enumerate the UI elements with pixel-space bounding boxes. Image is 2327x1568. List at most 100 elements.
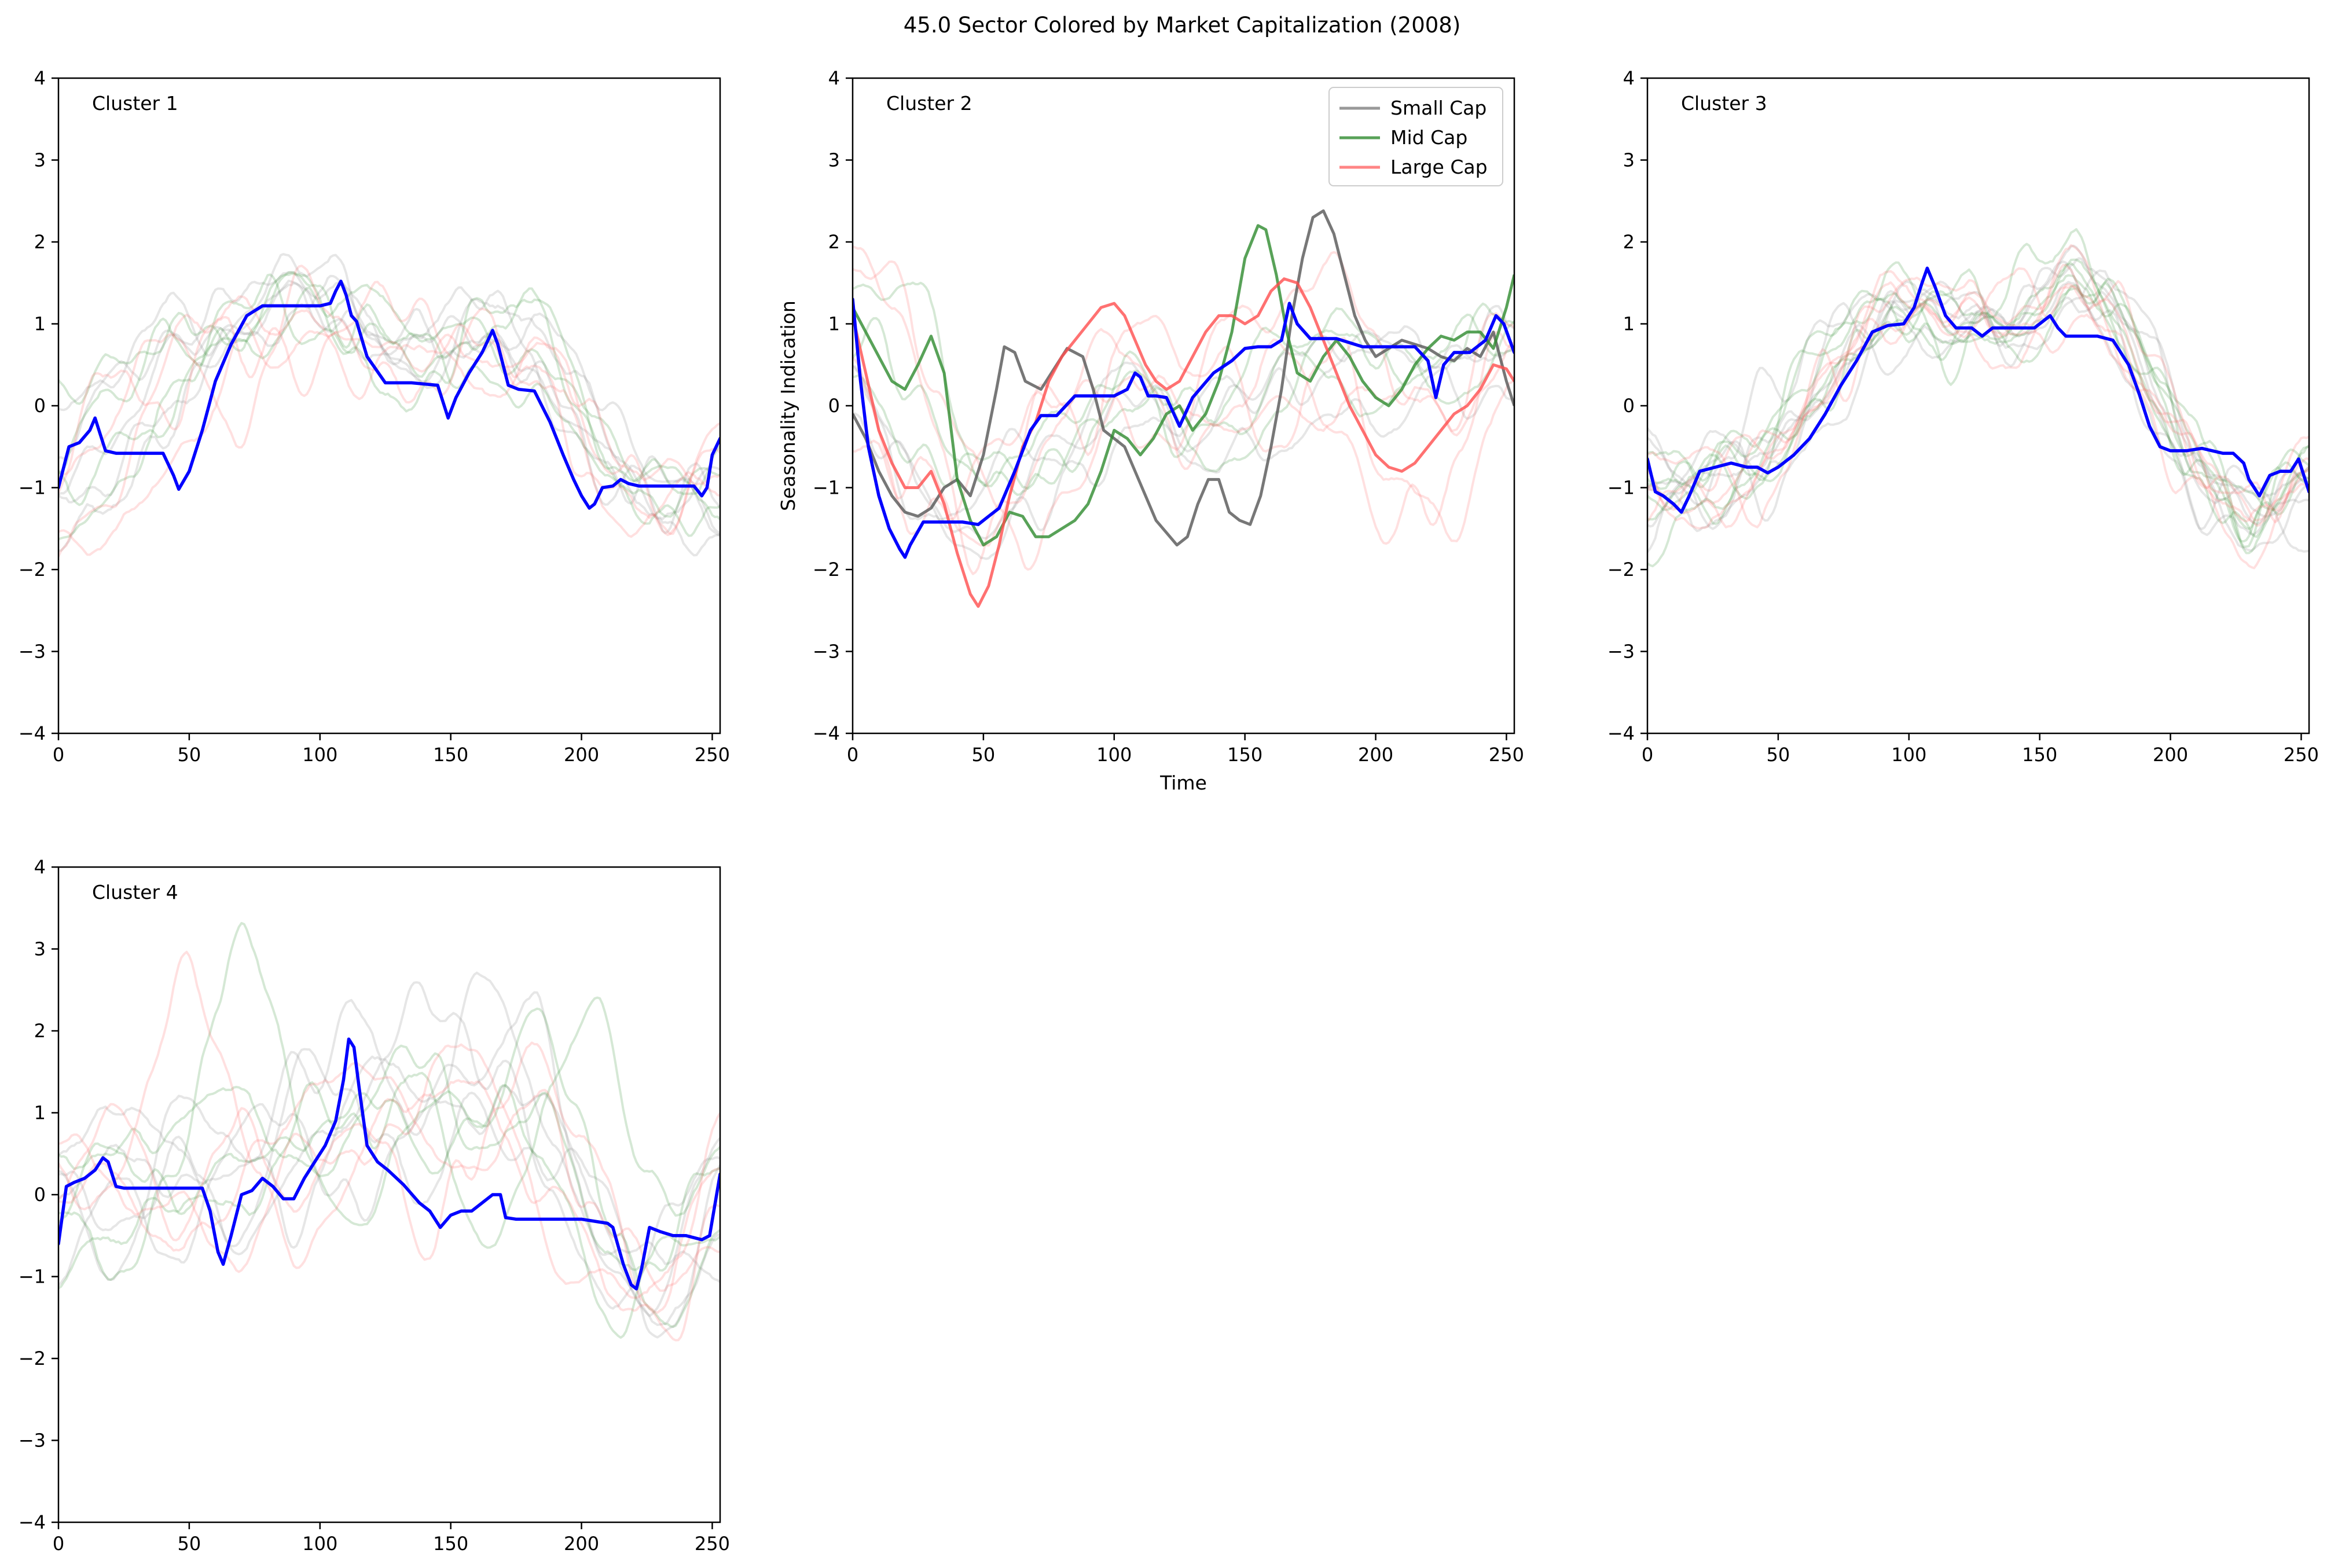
y-tick-label: 1 (34, 1102, 46, 1124)
background-series-line (853, 329, 1514, 521)
y-tick-label: 0 (34, 395, 46, 417)
x-tick-label: 150 (433, 1533, 468, 1555)
background-series-line (1647, 228, 2309, 568)
background-series-line (853, 245, 1514, 575)
x-tick-label: 200 (564, 744, 599, 766)
y-tick-label: −3 (19, 1430, 46, 1452)
background-series-line (58, 1055, 720, 1317)
background-series-line (1647, 276, 2309, 527)
y-tick-label: 0 (1623, 395, 1635, 417)
y-tick-label: 0 (828, 395, 840, 417)
background-series-line (58, 265, 720, 519)
y-tick-label: −4 (1607, 722, 1635, 744)
y-tick-label: −3 (813, 641, 840, 663)
x-tick-label: 200 (2153, 744, 2188, 766)
x-tick-label: 0 (847, 744, 858, 766)
background-series-line (58, 1043, 720, 1299)
background-series-line (58, 273, 720, 518)
background-series-line (1647, 257, 2309, 530)
y-tick-label: −1 (813, 477, 840, 499)
background-series-line (1647, 267, 2309, 523)
y-tick-label: −1 (19, 1266, 46, 1288)
y-tick-label: 4 (34, 856, 46, 878)
y-tick-label: −1 (1607, 477, 1635, 499)
y-tick-label: −4 (813, 722, 840, 744)
background-series-line (58, 996, 720, 1290)
y-tick-label: −3 (1607, 641, 1635, 663)
y-tick-label: 3 (34, 938, 46, 960)
cluster-center-line (853, 298, 1514, 559)
y-tick-label: −4 (19, 722, 46, 744)
y-tick-label: 1 (828, 313, 840, 335)
x-tick-label: 250 (695, 744, 730, 766)
x-tick-label: 50 (178, 1533, 201, 1555)
legend: Small Cap Mid Cap Large Cap (1328, 87, 1503, 186)
y-tick-label: 2 (34, 231, 46, 253)
background-series-line (853, 349, 1514, 560)
y-tick-label: −1 (19, 477, 46, 499)
highlight-series-line (853, 277, 1514, 608)
background-series-line (853, 260, 1514, 571)
background-series-line (58, 271, 720, 520)
background-series-line (58, 274, 720, 537)
x-tick-label: 200 (564, 1533, 599, 1555)
cluster-label: Cluster 2 (886, 92, 972, 115)
background-series-line (58, 284, 720, 520)
cluster-panel-3: 0 50 100 150 200 250 −4 −3 −2 −1 0 1 2 3 4 Cluster 3 (1607, 67, 2319, 766)
legend-entry-label: Mid Cap (1390, 126, 1467, 149)
cluster-panel-4: 0 50 100 150 200 250 −4 −3 −2 −1 0 1 2 3 4 Cluster 4 (19, 856, 730, 1555)
y-tick-label: 2 (1623, 231, 1635, 253)
x-tick-label: 100 (302, 1533, 337, 1555)
series-group (58, 253, 720, 557)
x-tick-label: 0 (53, 1533, 64, 1555)
x-tick-label: 50 (972, 744, 996, 766)
y-tick-label: 1 (1623, 313, 1635, 335)
background-series-line (1647, 260, 2309, 553)
y-tick-label: −2 (1607, 559, 1635, 581)
background-series-line (58, 1041, 720, 1342)
y-tick-label: 2 (828, 231, 840, 253)
background-series-line (1647, 268, 2309, 555)
highlight-series-line (853, 209, 1514, 547)
background-series-line (1647, 269, 2309, 552)
y-tick-label: −2 (19, 559, 46, 581)
y-tick-label: 2 (34, 1020, 46, 1042)
background-series-line (58, 280, 720, 552)
background-series-line (58, 273, 720, 541)
background-series-line (1647, 262, 2309, 543)
x-tick-label: 0 (1642, 744, 1653, 766)
legend-entry-label: Large Cap (1390, 156, 1488, 178)
background-series-line (853, 304, 1514, 539)
cluster-center-line (58, 280, 720, 510)
cluster-panel-2: 0 50 100 150 200 250 −4 −3 −2 −1 0 1 2 3 4 Cluster 2 Tim… (777, 67, 1524, 794)
background-series-line (1647, 281, 2309, 553)
x-tick-label: 250 (1489, 744, 1524, 766)
background-series-line (58, 1044, 720, 1271)
background-series-line (1647, 280, 2309, 533)
x-tick-label: 200 (1358, 744, 1393, 766)
background-series-line (58, 1007, 720, 1328)
background-series-line (1647, 258, 2309, 526)
background-series-line (1647, 280, 2309, 528)
background-series-line (58, 971, 720, 1326)
y-tick-label: 3 (34, 149, 46, 171)
background-series-line (1647, 261, 2309, 530)
background-series-line (58, 950, 720, 1314)
y-tick-label: −4 (19, 1511, 46, 1533)
y-tick-label: 4 (828, 67, 840, 89)
y-axis-label: Seasonality Indication (777, 300, 799, 511)
background-series-line (58, 1061, 720, 1292)
cluster-label: Cluster 1 (92, 92, 178, 115)
background-series-line (58, 314, 720, 557)
series-group (58, 921, 720, 1342)
cluster-label: Cluster 3 (1681, 92, 1767, 115)
background-series-line (58, 921, 720, 1339)
x-axis-label: Time (1159, 772, 1207, 794)
highlight-series-line (853, 224, 1514, 547)
background-series-line (58, 271, 720, 495)
series-group (853, 209, 1514, 608)
cluster-panel-1: 0 50 100 150 200 250 −4 −3 −2 −1 0 1 2 3 4 Cluster 1 (19, 67, 730, 766)
x-tick-label: 50 (178, 744, 201, 766)
background-series-line (58, 991, 720, 1287)
